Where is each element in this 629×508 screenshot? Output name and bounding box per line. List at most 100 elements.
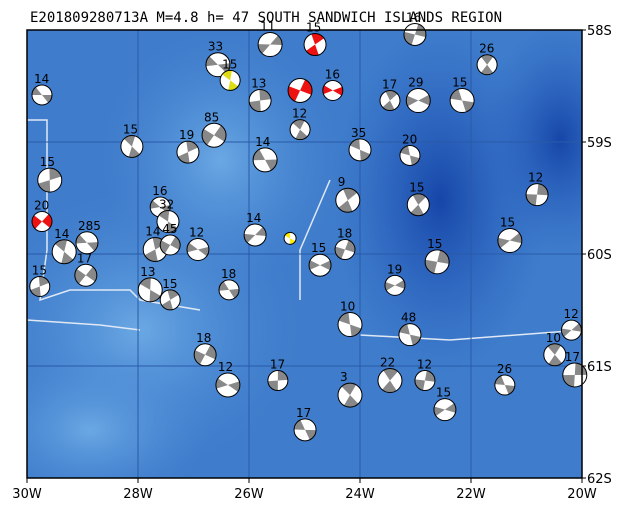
beachball-quadrant (394, 280, 405, 289)
beachball-quadrant (481, 54, 494, 65)
depth-label: 15 (409, 181, 424, 195)
beachball-quadrant (75, 234, 87, 244)
depth-label: 17 (382, 78, 397, 92)
beachball-quadrant (406, 95, 419, 107)
depth-label: 18 (337, 227, 352, 241)
depth-label: 18 (196, 331, 211, 345)
beachball-outline (337, 382, 363, 408)
depth-label: 35 (351, 126, 366, 140)
beachball-quadrant (259, 89, 272, 101)
beachball-outline (29, 275, 51, 297)
beachball-quadrant (537, 183, 549, 196)
beachball-quadrant (160, 240, 171, 254)
beachball-quadrant (409, 155, 420, 166)
beachball-outline (399, 144, 421, 166)
depth-label: 15 (306, 21, 321, 35)
beachball-quadrant (382, 100, 395, 111)
beachball-quadrant (322, 85, 333, 95)
beachball-quadrant (311, 33, 325, 45)
beachball-outline (137, 277, 163, 303)
beachball-quadrant (55, 239, 68, 252)
depth-label: 33 (208, 40, 223, 54)
beachball-quadrant (194, 350, 206, 365)
beachball-quadrant (444, 403, 456, 413)
beachball-outline (31, 211, 53, 233)
depth-label: 22 (380, 356, 395, 370)
beachball-quadrant (384, 281, 395, 291)
beachball-quadrant (61, 251, 74, 264)
focal-mechanism (308, 253, 332, 277)
depth-label: 15 (162, 277, 177, 291)
beachball-quadrant (295, 129, 308, 140)
y-tick-label: 59S (587, 136, 612, 151)
y-tick-label: 62S (587, 472, 612, 487)
depth-label: 12 (417, 358, 432, 372)
x-tick-label: 20W (567, 487, 597, 502)
beachball-quadrant (244, 233, 256, 243)
beachball-outline (31, 84, 53, 106)
depth-label: 12 (218, 360, 233, 374)
beachball-outline (201, 122, 227, 148)
beachball-outline (303, 33, 327, 57)
depth-label: 14 (246, 211, 261, 225)
depth-label: 3 (340, 370, 348, 384)
beachball-quadrant (270, 35, 283, 46)
beachball-quadrant (290, 238, 296, 245)
beachball-quadrant (481, 64, 494, 75)
beachball-outline (562, 362, 588, 388)
beachball-quadrant (418, 94, 431, 106)
beachball-quadrant (382, 380, 397, 393)
focal-mechanism (497, 228, 523, 254)
beachball-quadrant (258, 44, 271, 54)
focal-mechanism (334, 239, 356, 261)
beachball-quadrant (306, 44, 319, 56)
beachball-quadrant (410, 204, 424, 216)
beachball-outline (159, 234, 181, 256)
beachball-quadrant (450, 89, 463, 101)
focal-mechanism (405, 88, 431, 114)
beachball-quadrant (292, 119, 305, 130)
focal-mechanism (31, 211, 53, 233)
beachball-outline (193, 343, 217, 367)
beachball-quadrant (547, 343, 561, 355)
beachball-outline (159, 289, 181, 311)
map-title: E201809280713A M=4.8 h= 47 SOUTH SANDWIC… (30, 10, 502, 26)
focal-mechanism (74, 263, 98, 287)
beachball-outline (543, 343, 567, 367)
focal-mechanism (176, 140, 200, 164)
beachball-quadrant (161, 299, 173, 310)
beachball-quadrant (197, 246, 209, 257)
beachball-quadrant (571, 323, 582, 332)
beachball-quadrant (123, 135, 136, 147)
focal-mechanism (414, 370, 436, 392)
beachball-outline (75, 231, 99, 255)
focal-mechanism (560, 319, 582, 341)
beachball-quadrant (350, 324, 362, 337)
beachball-quadrant (494, 375, 505, 386)
beachball-quadrant (30, 286, 41, 297)
beachball-outline (497, 228, 523, 254)
beachball-outline (449, 88, 475, 114)
beachball-quadrant (300, 79, 313, 95)
depth-label: 15 (40, 155, 55, 169)
beachball-quadrant (41, 214, 52, 228)
focal-mechanism (403, 22, 427, 46)
beachball-outline (248, 89, 272, 113)
depth-label: 17 (565, 350, 580, 364)
y-tick-label: 58S (587, 24, 612, 39)
beachball-quadrant (86, 242, 98, 251)
focal-mechanism (335, 187, 361, 213)
beachball-quadrant (562, 374, 575, 387)
beachball-outline (414, 370, 436, 392)
depth-label: 12 (189, 226, 204, 240)
beachball-quadrant (414, 379, 425, 391)
depth-label: 19 (387, 262, 402, 276)
focal-mechanism (193, 343, 217, 367)
beachball-quadrant (509, 233, 522, 244)
beachball-outline (267, 370, 289, 392)
beachball-outline (337, 312, 363, 338)
depth-label: 285 (78, 219, 101, 233)
focal-mechanism (267, 370, 289, 392)
focal-mechanism (348, 138, 372, 162)
focal-mechanism (243, 223, 267, 247)
